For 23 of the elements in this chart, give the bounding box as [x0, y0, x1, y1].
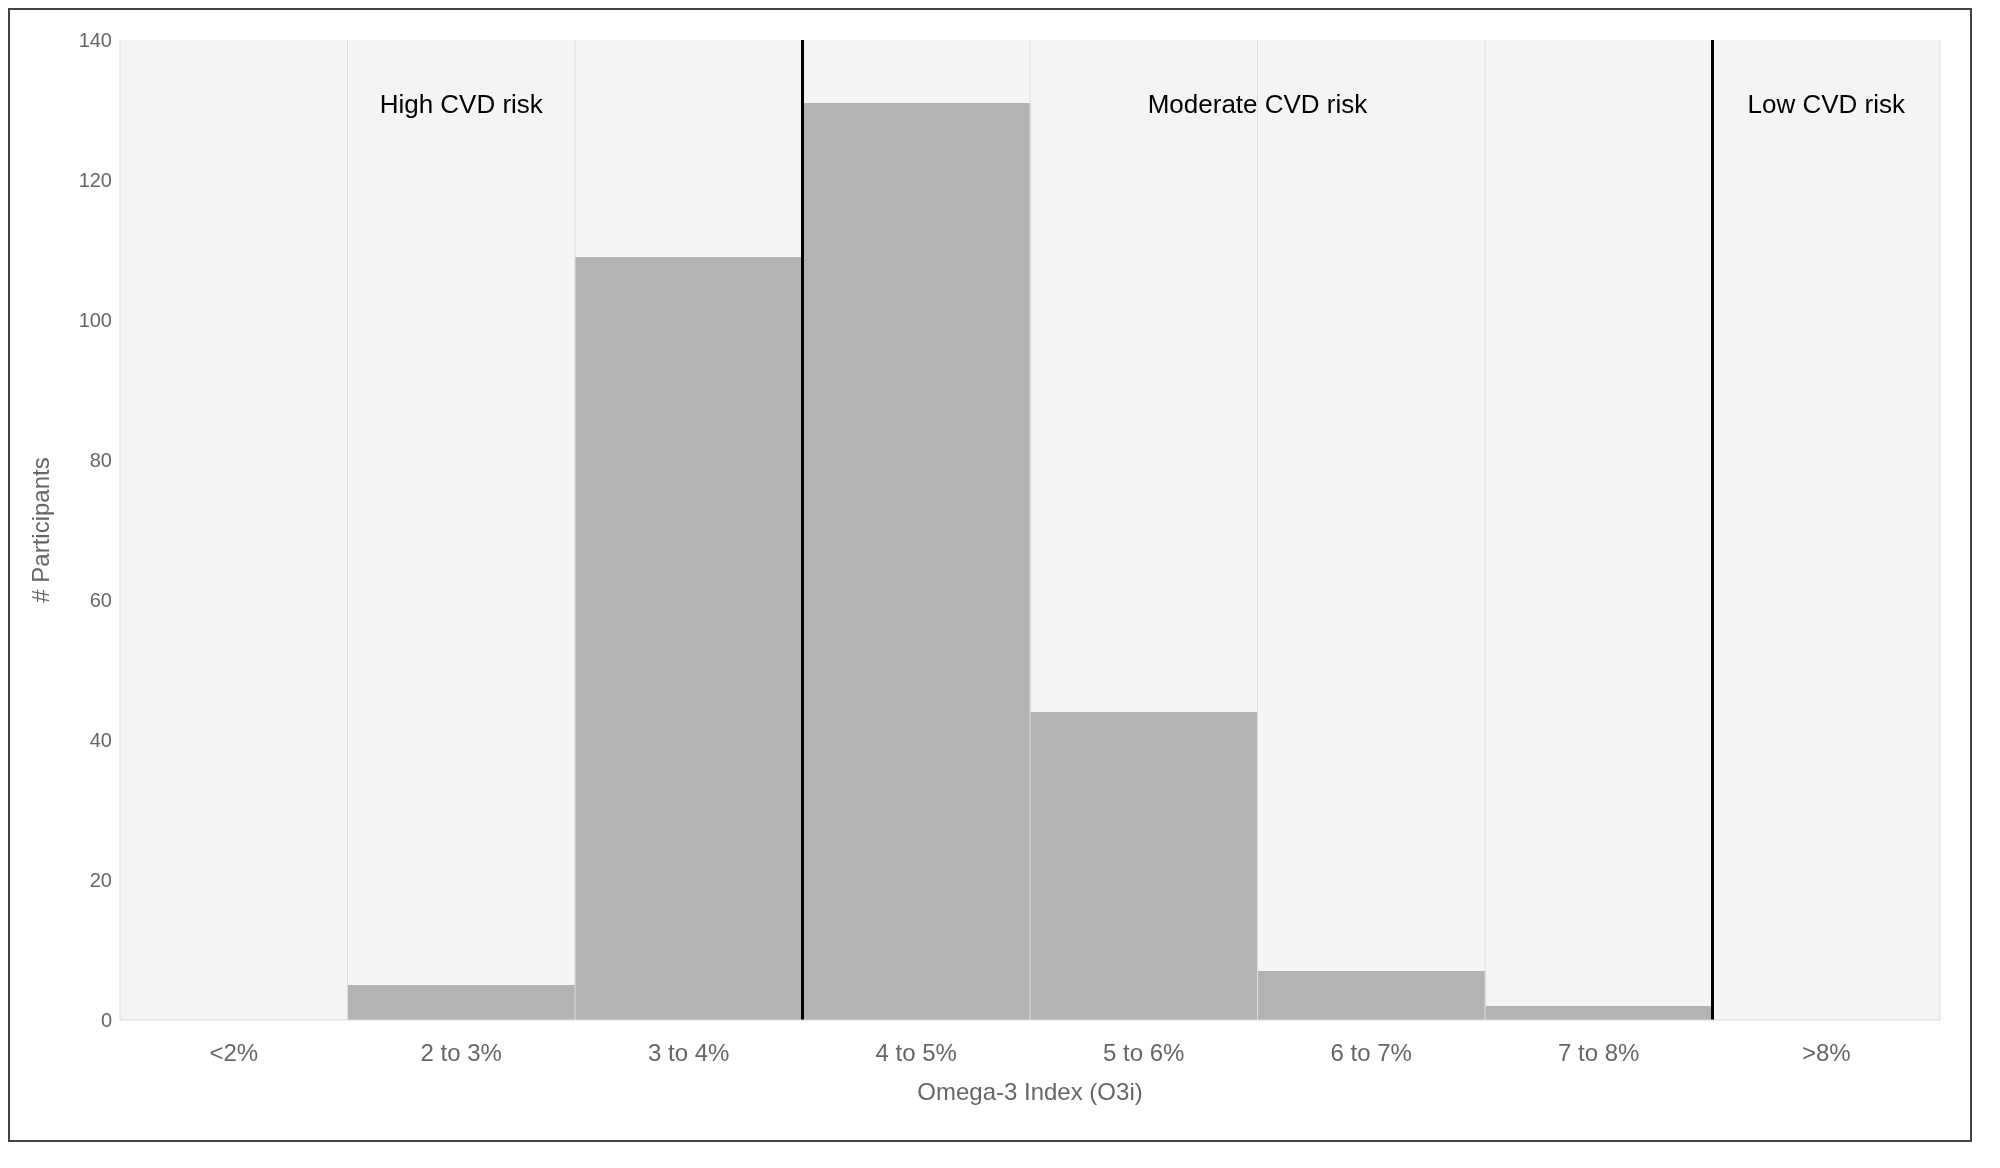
y-tick-label: 20: [89, 869, 112, 892]
y-tick-label: 80: [89, 449, 112, 472]
x-axis-title: Omega-3 Index (O3i): [917, 1078, 1143, 1105]
x-tick-label: >8%: [1801, 1039, 1851, 1067]
y-axis-title: # Participants: [26, 457, 54, 603]
x-tick-label: <2%: [209, 1039, 259, 1067]
y-tick-label: 60: [89, 589, 112, 612]
x-tick-label: 5 to 6%: [1103, 1039, 1185, 1067]
y-tick-label: 100: [78, 309, 112, 332]
band-label: High CVD risk: [379, 89, 544, 120]
band-label: Moderate CVD risk: [1147, 89, 1369, 120]
x-tick-label: 4 to 5%: [875, 1039, 957, 1067]
band-label: Low CVD risk: [1747, 89, 1906, 120]
bar: [1485, 1006, 1713, 1020]
y-tick-label: 140: [78, 29, 112, 52]
bar: [347, 985, 576, 1020]
y-tick-label: 120: [78, 169, 112, 192]
x-tick-label: 3 to 4%: [648, 1039, 730, 1067]
y-tick-label: 0: [100, 1009, 112, 1032]
x-tick-label: 7 to 8%: [1558, 1039, 1640, 1067]
y-tick-label: 40: [89, 729, 112, 752]
x-tick-label: 2 to 3%: [420, 1039, 502, 1067]
x-tick-label: 6 to 7%: [1330, 1039, 1412, 1067]
